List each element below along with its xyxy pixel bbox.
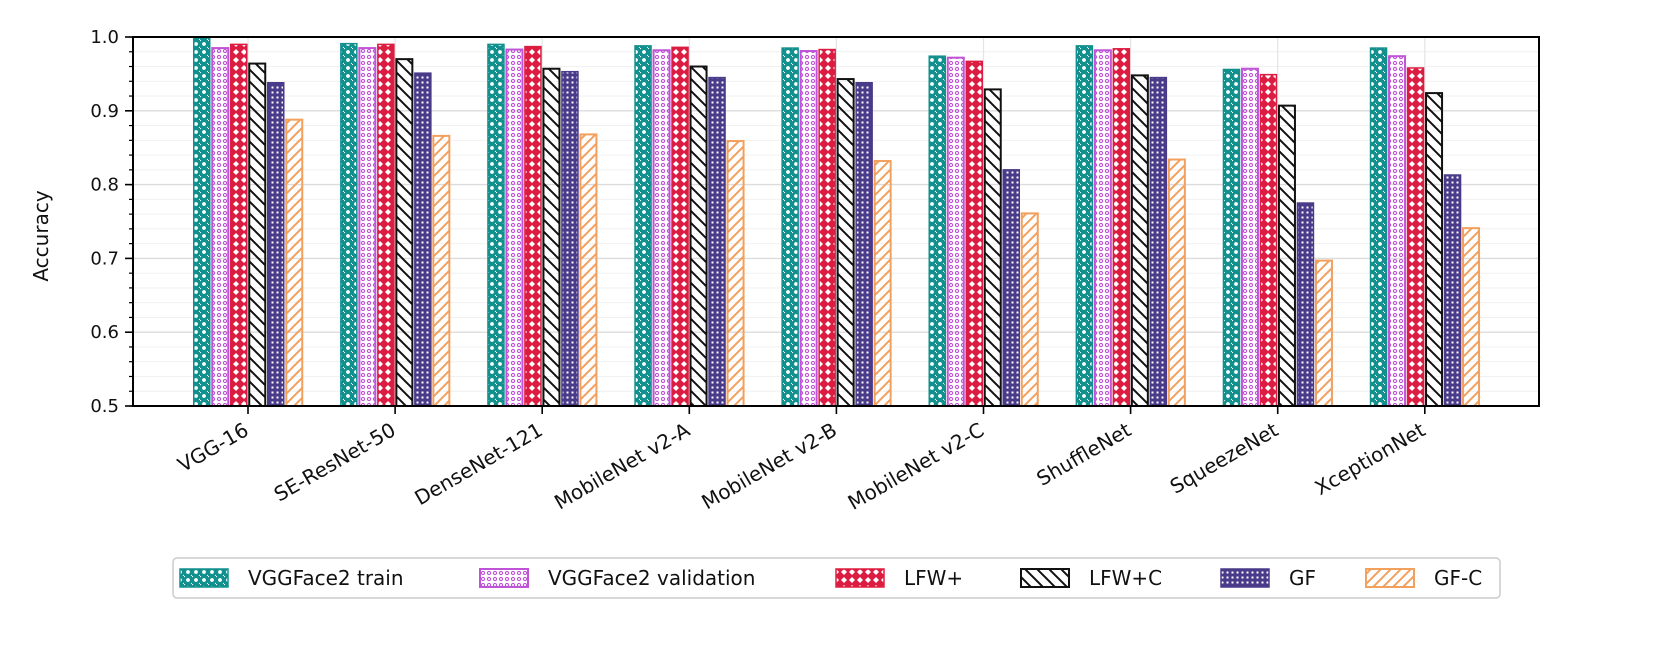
x-tick-label: SE-ResNet-50	[270, 418, 400, 507]
y-tick-label: 0.6	[90, 322, 119, 343]
bar-lfw-c-mobilenet-v2-b	[836, 78, 855, 407]
bar-vggface2-train-shufflenet	[1075, 45, 1094, 407]
bar-vggface2-train-mobilenet-v2-c	[928, 55, 946, 407]
bar-vggface2-validation-squeezenet	[1240, 67, 1259, 407]
x-tick-label: MobileNet v2-B	[697, 418, 841, 515]
bar-gf-c-mobilenet-v2-a	[726, 140, 745, 407]
bar-gf-c-mobilenet-v2-c	[1020, 212, 1039, 407]
bar-gf-shufflenet	[1149, 76, 1168, 407]
bar-vggface2-validation-densenet-121	[505, 48, 524, 408]
bar-lfw-c-densenet-121	[542, 67, 561, 407]
bar-vggface2-validation-mobilenet-v2-c	[946, 56, 965, 407]
bar-vggface2-validation-mobilenet-v2-a	[652, 49, 671, 408]
legend-label: GF	[1289, 566, 1316, 590]
bar-gf-squeezenet	[1296, 202, 1315, 407]
bar-lfw--se-resnet-50	[377, 43, 395, 407]
bar-vggface2-validation-xceptionnet	[1388, 55, 1407, 408]
x-tick-label: XceptionNet	[1311, 417, 1430, 499]
bar-vggface2-train-mobilenet-v2-a	[634, 45, 652, 407]
bar-gf-mobilenet-v2-c	[1002, 169, 1020, 407]
bar-lfw--mobilenet-v2-b	[818, 48, 836, 407]
legend-label: LFW+C	[1089, 566, 1162, 590]
bar-lfw--densenet-121	[524, 45, 542, 407]
bar-vggface2-train-vgg-16	[193, 36, 211, 407]
bar-lfw--mobilenet-v2-c	[965, 60, 983, 407]
bar-gf-vgg-16	[267, 82, 285, 407]
bar-gf-c-squeezenet	[1314, 259, 1333, 408]
bar-vggface2-validation-se-resnet-50	[358, 47, 377, 407]
bar-vggface2-train-xceptionnet	[1369, 47, 1388, 407]
x-tick-label: ShuffleNet	[1032, 417, 1135, 490]
x-tick-label: MobileNet v2-C	[844, 418, 988, 515]
y-tick-label: 0.9	[90, 101, 119, 122]
bar-lfw-c-vgg-16	[248, 62, 267, 408]
legend-label: VGGFace2 validation	[548, 566, 755, 590]
legend-swatch-lfw-	[835, 568, 885, 588]
bar-gf-c-vgg-16	[285, 118, 304, 407]
y-axis-label: Accuracy	[29, 190, 53, 281]
legend-swatch-vggface2-train	[179, 568, 229, 588]
legend: VGGFace2 train VGGFace2 validation LFW+ LFW…	[172, 557, 1501, 599]
bar-lfw--squeezenet	[1259, 73, 1278, 407]
bar-gf-c-mobilenet-v2-b	[873, 159, 892, 407]
y-tick-label: 0.8	[90, 175, 119, 196]
bar-lfw--xceptionnet	[1406, 67, 1425, 407]
y-tick-label: 0.5	[90, 396, 119, 417]
bars-layer	[193, 36, 1481, 408]
bar-lfw--mobilenet-v2-a	[671, 46, 689, 407]
x-tick-label: DenseNet-121	[410, 418, 546, 511]
legend-label: GF-C	[1434, 566, 1482, 590]
bar-gf-se-resnet-50	[414, 72, 432, 407]
x-tick-label: MobileNet v2-A	[550, 417, 694, 514]
bar-gf-xceptionnet	[1443, 174, 1462, 407]
legend-label: LFW+	[904, 566, 963, 590]
bar-gf-c-xceptionnet	[1462, 227, 1481, 407]
bar-gf-mobilenet-v2-b	[855, 82, 873, 407]
y-tick-label: 0.7	[90, 248, 119, 269]
bar-lfw-c-mobilenet-v2-c	[983, 88, 1002, 407]
bar-vggface2-train-se-resnet-50	[340, 42, 358, 407]
bar-vggface2-train-densenet-121	[487, 43, 505, 407]
x-tick-label: SqueezeNet	[1166, 417, 1283, 498]
bar-gf-c-densenet-121	[579, 133, 598, 408]
bar-lfw-c-xceptionnet	[1425, 92, 1444, 407]
bar-vggface2-validation-vgg-16	[211, 47, 230, 407]
legend-label: VGGFace2 train	[248, 566, 404, 590]
bar-lfw-c-squeezenet	[1277, 104, 1296, 407]
legend-swatch-vggface2-validation	[479, 568, 529, 588]
bar-lfw-c-mobilenet-v2-a	[689, 65, 708, 408]
bar-gf-c-se-resnet-50	[432, 134, 451, 407]
bar-gf-densenet-121	[561, 70, 579, 407]
legend-swatch-gf	[1220, 568, 1270, 588]
bar-vggface2-validation-mobilenet-v2-b	[799, 50, 818, 407]
bar-lfw--vgg-16	[230, 43, 248, 407]
bar-vggface2-validation-shufflenet	[1093, 49, 1112, 408]
bar-gf-mobilenet-v2-a	[708, 76, 726, 407]
bar-lfw-c-se-resnet-50	[395, 58, 414, 407]
x-tick-label: VGG-16	[174, 418, 253, 477]
legend-swatch-lfw-c	[1020, 568, 1070, 588]
y-tick-label: 1.0	[90, 27, 119, 48]
bar-lfw-c-shufflenet	[1130, 74, 1149, 407]
bar-vggface2-train-mobilenet-v2-b	[781, 47, 799, 407]
bar-gf-c-shufflenet	[1167, 158, 1186, 407]
bar-vggface2-train-squeezenet	[1222, 68, 1241, 407]
legend-swatch-gf-c	[1365, 568, 1415, 588]
bar-lfw--shufflenet	[1112, 48, 1131, 407]
